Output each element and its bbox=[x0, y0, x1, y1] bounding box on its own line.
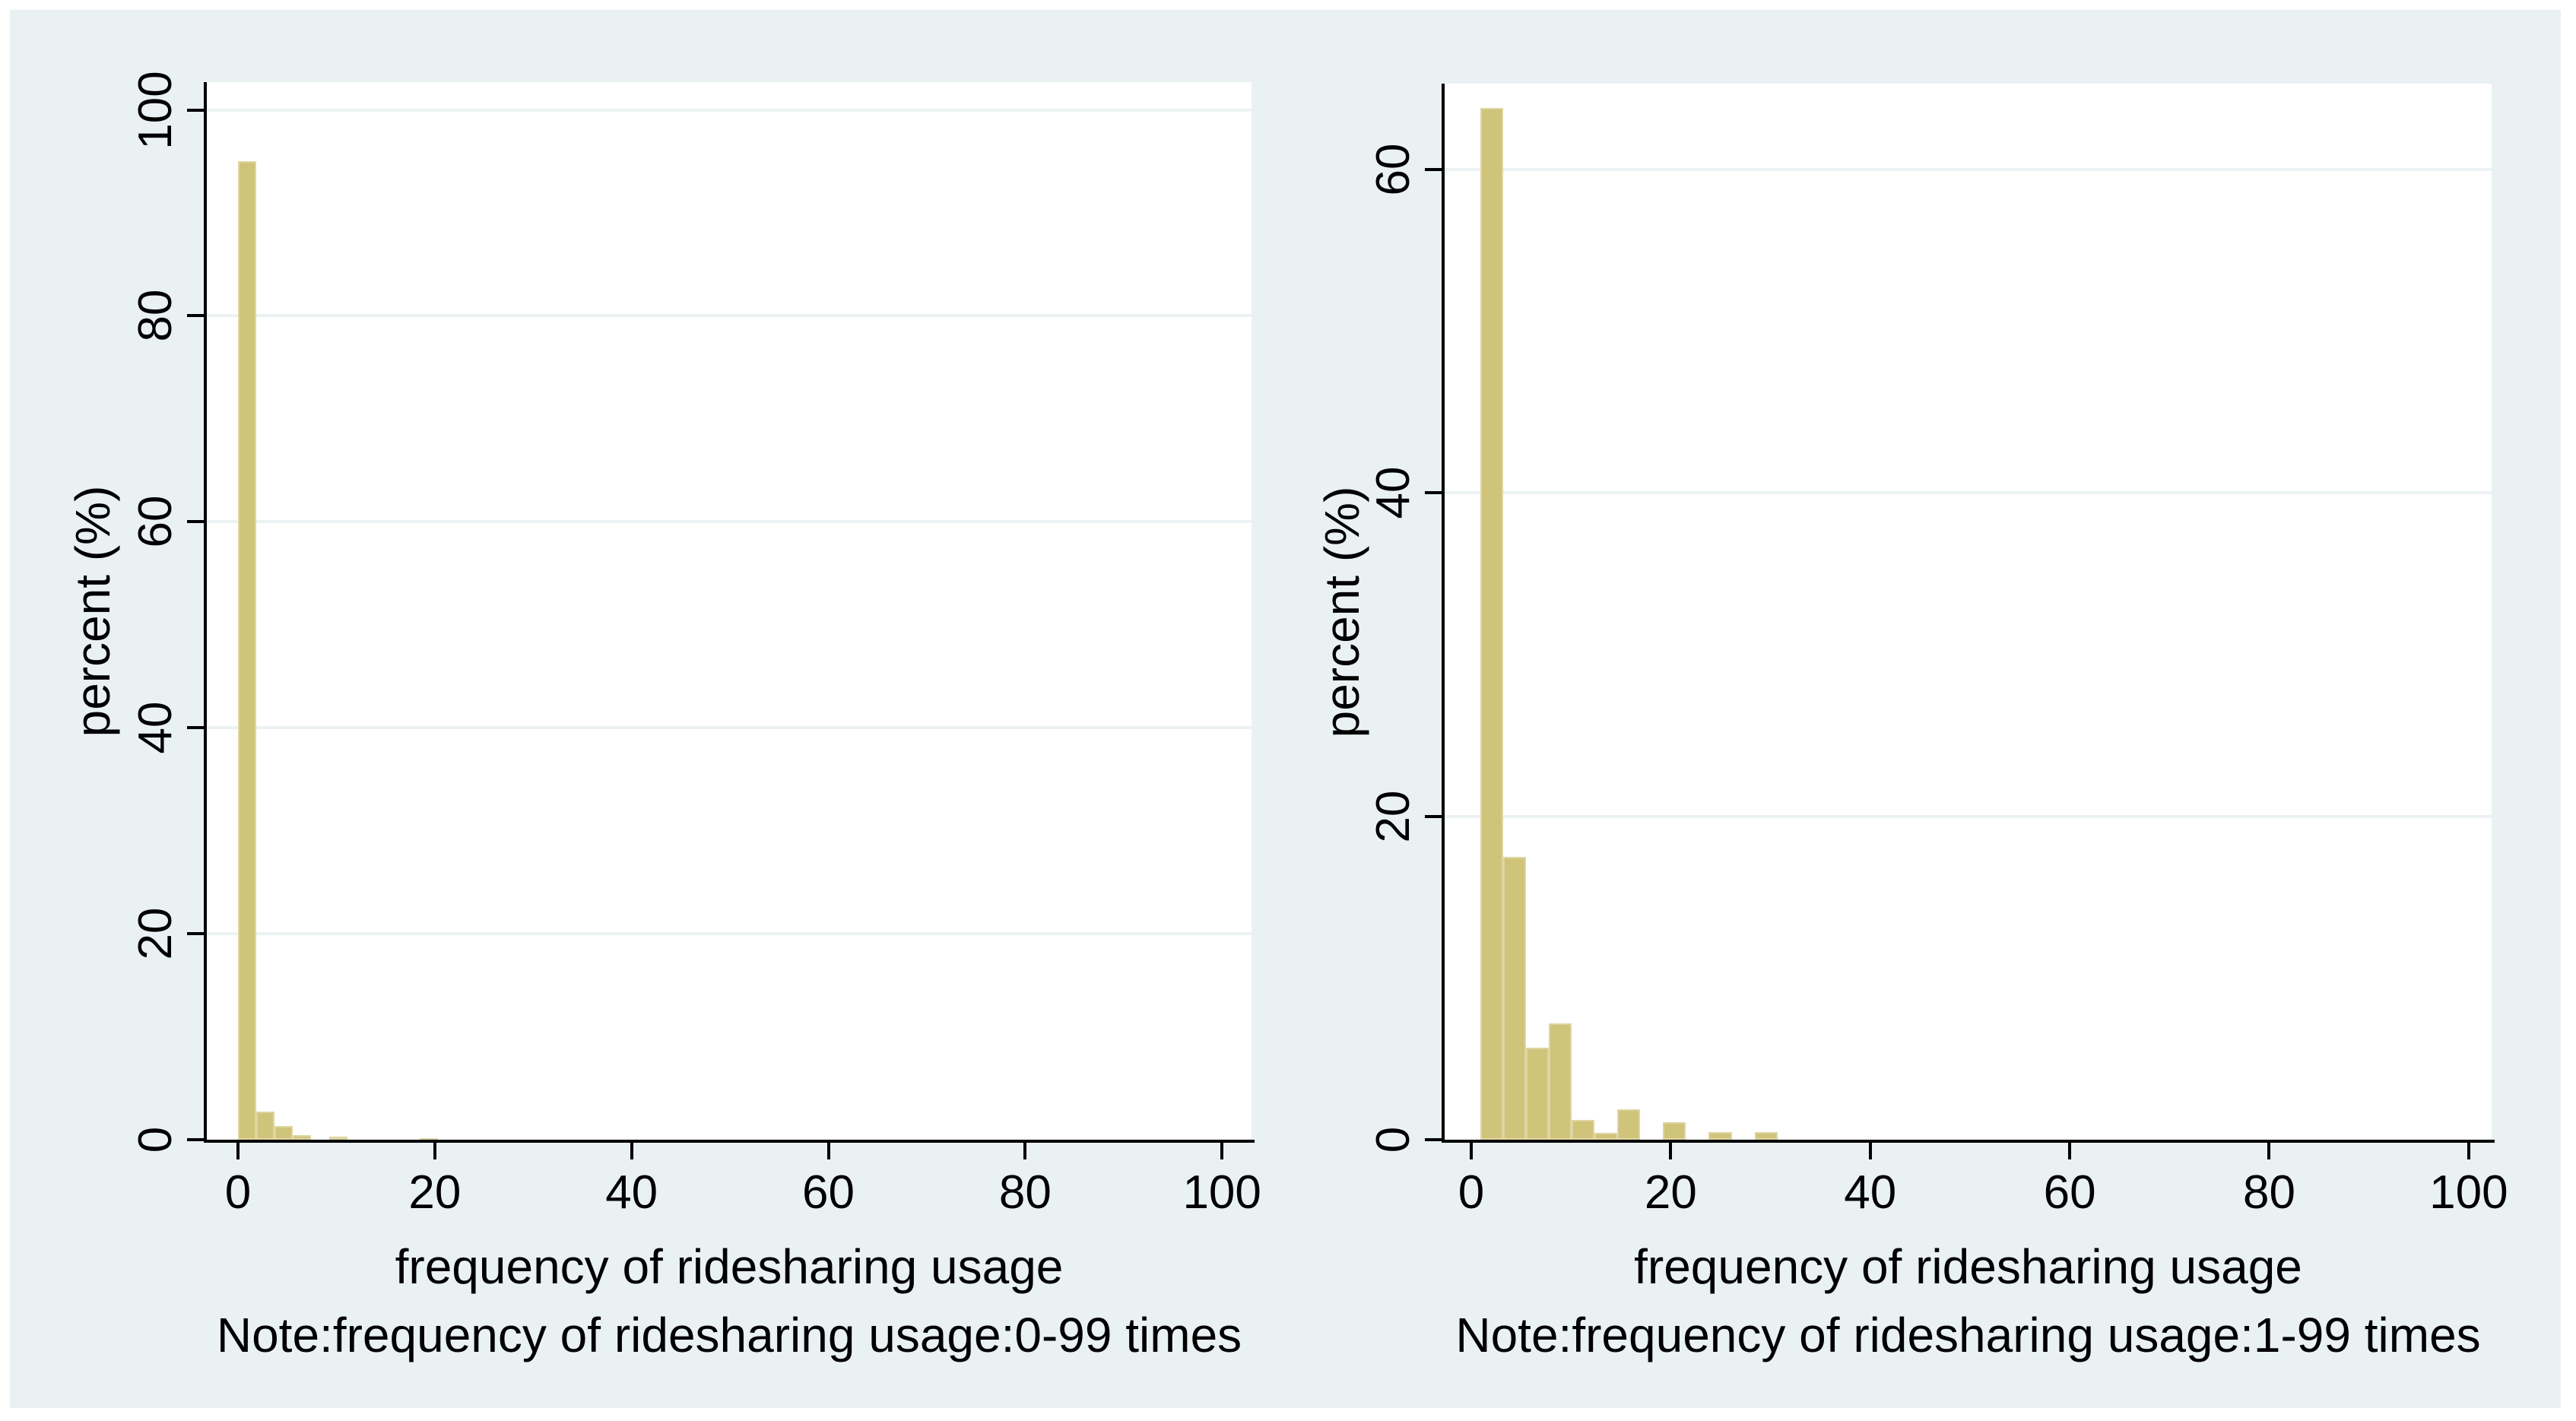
gridline bbox=[207, 314, 1252, 318]
x-tick-label: 60 bbox=[802, 1166, 855, 1219]
x-axis-line bbox=[204, 1140, 1255, 1143]
note-caption-right: Note:frequency of ridesharing usage:1-99… bbox=[1455, 1308, 2481, 1362]
gridline bbox=[1445, 167, 2492, 171]
x-tick-label: 20 bbox=[1644, 1166, 1697, 1219]
y-tick bbox=[1425, 1138, 1442, 1141]
x-axis-line bbox=[1442, 1140, 2495, 1143]
histogram-bar bbox=[274, 1126, 293, 1140]
y-tick bbox=[187, 726, 204, 730]
histogram-bar bbox=[1549, 1023, 1572, 1140]
x-tick-label: 20 bbox=[408, 1166, 462, 1219]
gridline bbox=[207, 520, 1252, 524]
histogram-bar bbox=[1503, 856, 1527, 1140]
y-tick-label: 20 bbox=[129, 907, 182, 960]
y-axis-title-left: percent (%) bbox=[65, 485, 120, 737]
x-tick bbox=[2068, 1143, 2072, 1159]
histogram-bar bbox=[255, 1112, 274, 1140]
gridline bbox=[207, 726, 1252, 730]
y-tick-label: 20 bbox=[1367, 790, 1420, 843]
x-tick bbox=[236, 1143, 240, 1159]
histogram-bar bbox=[1708, 1132, 1732, 1140]
histogram-bar bbox=[328, 1136, 347, 1140]
y-tick bbox=[187, 108, 204, 112]
x-tick bbox=[2267, 1143, 2271, 1159]
histogram-bar bbox=[1594, 1133, 1618, 1140]
x-tick-label: 60 bbox=[2043, 1166, 2096, 1219]
x-tick-label: 0 bbox=[224, 1166, 252, 1219]
y-tick-label: 100 bbox=[129, 70, 182, 150]
y-tick bbox=[187, 314, 204, 318]
x-tick-label: 40 bbox=[605, 1166, 658, 1219]
histogram-bar bbox=[1754, 1132, 1778, 1140]
histogram-bar bbox=[1572, 1120, 1595, 1140]
figure-background: percent (%) frequency of ridesharing usa… bbox=[10, 10, 2561, 1408]
x-tick-label: 80 bbox=[998, 1166, 1052, 1219]
x-axis-title-left: frequency of ridesharing usage bbox=[395, 1239, 1064, 1294]
gridline bbox=[207, 108, 1252, 112]
y-tick-label: 0 bbox=[129, 1126, 182, 1153]
histogram-bar bbox=[1526, 1047, 1550, 1140]
y-tick-label: 60 bbox=[1367, 143, 1420, 196]
gridline bbox=[1445, 814, 2492, 818]
histogram-bar bbox=[1663, 1121, 1686, 1140]
y-tick-label: 40 bbox=[1367, 466, 1420, 519]
y-tick bbox=[1425, 491, 1442, 495]
histogram-bar bbox=[238, 161, 256, 1140]
plot-area-left bbox=[207, 82, 1252, 1140]
x-tick bbox=[1868, 1143, 1872, 1159]
y-tick bbox=[187, 520, 204, 524]
gridline bbox=[207, 932, 1252, 936]
plot-area-right bbox=[1445, 84, 2492, 1140]
y-tick bbox=[187, 1138, 204, 1141]
x-tick-label: 0 bbox=[1458, 1166, 1485, 1219]
note-caption-left: Note:frequency of ridesharing usage:0-99… bbox=[216, 1308, 1242, 1362]
x-tick bbox=[1470, 1143, 1474, 1159]
y-tick-label: 60 bbox=[129, 495, 182, 548]
y-axis-title-right: percent (%) bbox=[1315, 486, 1369, 737]
x-tick bbox=[1669, 1143, 1673, 1159]
histogram-bar bbox=[1617, 1109, 1641, 1140]
x-tick bbox=[826, 1143, 830, 1159]
y-axis-line bbox=[204, 82, 207, 1143]
histogram-bar bbox=[1480, 107, 1504, 1140]
y-tick-label: 80 bbox=[129, 289, 182, 342]
x-tick-label: 80 bbox=[2242, 1166, 2295, 1219]
y-tick-label: 0 bbox=[1367, 1126, 1420, 1153]
x-tick bbox=[1023, 1143, 1027, 1159]
y-tick bbox=[1425, 814, 1442, 818]
gridline bbox=[1445, 491, 2492, 495]
y-axis-line bbox=[1442, 84, 1445, 1143]
x-tick-label: 40 bbox=[1844, 1166, 1897, 1219]
x-tick bbox=[1220, 1143, 1224, 1159]
histogram-bar bbox=[292, 1134, 311, 1140]
x-tick bbox=[2467, 1143, 2470, 1159]
x-axis-title-right: frequency of ridesharing usage bbox=[1634, 1239, 2302, 1294]
y-tick-label: 40 bbox=[129, 701, 182, 754]
x-tick-label: 100 bbox=[1182, 1166, 1261, 1219]
y-tick bbox=[187, 932, 204, 936]
x-tick bbox=[630, 1143, 633, 1159]
x-tick-label: 100 bbox=[2429, 1166, 2508, 1219]
y-tick bbox=[1425, 167, 1442, 171]
x-tick bbox=[433, 1143, 436, 1159]
